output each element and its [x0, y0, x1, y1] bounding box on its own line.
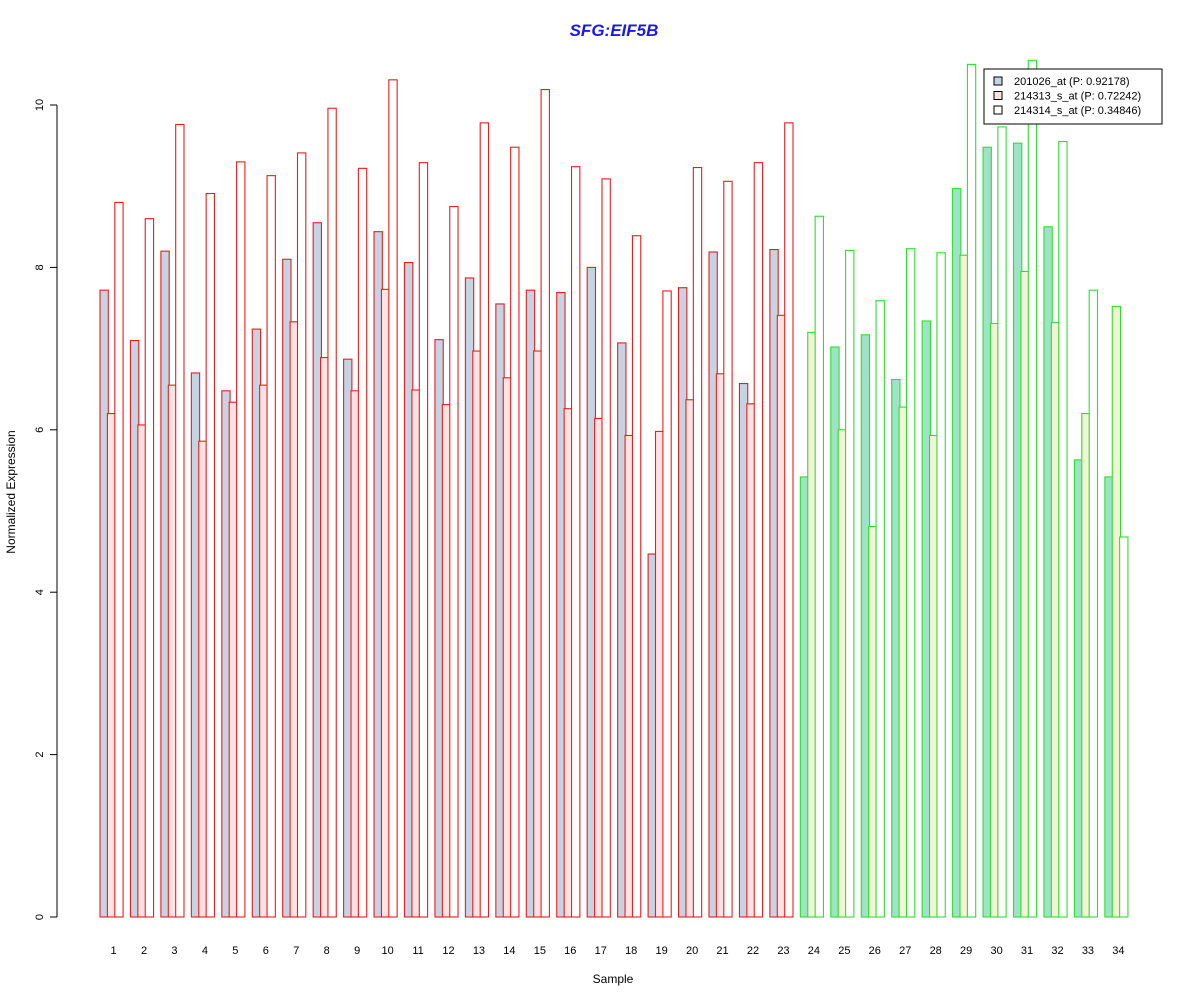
x-tick-label-12: 12 [442, 945, 454, 957]
x-tick-label-5: 5 [232, 945, 238, 957]
bar-sample-3-series-3 [175, 123, 185, 918]
chart-title: SFG:EIF5B [570, 21, 659, 40]
bar-sample-22-series-3 [753, 162, 764, 918]
bar-sample-12-series-3 [449, 205, 459, 918]
legend-swatch-1 [993, 76, 1003, 86]
x-tick-labels: 1 2 3 4 5 6 7 8 9 10 11 12 13 14 15 16 17 18 19 20 21 22 23 24 2… [110, 945, 1124, 957]
y-tick-label: 6 [34, 427, 46, 433]
bar-sample-6-series-3 [266, 175, 276, 918]
bar-sample-1-series-3 [114, 201, 124, 918]
x-tick-label-6: 6 [263, 945, 269, 957]
x-tick-label-8: 8 [324, 945, 330, 957]
y-tick-label: 4 [34, 589, 46, 595]
bar-sample-25-series-3 [845, 249, 855, 918]
x-tick-label-15: 15 [534, 945, 546, 957]
y-axis-label: Normalized Expression [4, 430, 18, 553]
legend-entry-2: 214313_s_at (P: 0.72242) [1014, 91, 1141, 103]
bar-sample-28-series-3 [936, 252, 946, 918]
x-tick-label-26: 26 [869, 945, 881, 957]
y-axis: 0 2 4 6 8 10 [34, 99, 58, 920]
bar-sample-21-series-3 [723, 180, 733, 918]
x-tick-label-14: 14 [503, 945, 515, 957]
bar-sample-20-series-3 [692, 166, 703, 918]
x-tick-label-29: 29 [960, 945, 972, 957]
bar-sample-16-series-3 [570, 166, 581, 918]
bar-sample-7-series-3 [296, 152, 307, 918]
x-tick-label-18: 18 [625, 945, 637, 957]
x-tick-label-20: 20 [686, 945, 698, 957]
bar-sample-26-series-3 [875, 300, 885, 918]
x-tick-label-19: 19 [656, 945, 668, 957]
x-tick-label-16: 16 [564, 945, 576, 957]
y-tick-label: 2 [34, 752, 46, 758]
x-axis-label: Sample [593, 972, 634, 986]
x-tick-label-32: 32 [1051, 945, 1063, 957]
x-tick-label-1: 1 [110, 945, 116, 957]
x-tick-label-11: 11 [412, 945, 423, 957]
bar-sample-31-series-3 [1027, 59, 1038, 918]
bar-sample-17-series-3 [601, 178, 611, 918]
bar-sample-10-series-3 [388, 79, 398, 918]
bar-sample-13-series-3 [479, 122, 490, 918]
bar-sample-2-series-3 [144, 218, 155, 918]
x-tick-label-28: 28 [930, 945, 942, 957]
bar-sample-5-series-3 [236, 161, 246, 918]
legend: 201026_at (P: 0.92178) 214313_s_at (P: 0.… [983, 68, 1163, 125]
x-tick-label-2: 2 [141, 945, 147, 957]
x-tick-label-10: 10 [381, 945, 393, 957]
x-tick-label-4: 4 [202, 945, 208, 957]
legend-entry-3: 214314_s_at (P: 0.34846) [1014, 105, 1141, 117]
bar-sample-11-series-3 [418, 162, 429, 918]
legend-swatch-2 [993, 91, 1003, 100]
x-tick-label-25: 25 [838, 945, 850, 957]
legend-box [983, 68, 1163, 125]
x-tick-label-3: 3 [171, 945, 177, 957]
x-tick-label-30: 30 [990, 945, 1002, 957]
x-tick-label-21: 21 [716, 945, 728, 957]
x-tick-label-17: 17 [595, 945, 607, 957]
bar-sample-9-series-3 [357, 167, 368, 918]
bar-sample-15-series-3 [540, 89, 550, 918]
bar-sample-27-series-3 [905, 248, 916, 918]
x-tick-label-33: 33 [1082, 945, 1094, 957]
legend-swatch-3 [993, 105, 1003, 115]
y-tick-label: 0 [34, 914, 46, 920]
bar-sample-32-series-3 [1058, 140, 1068, 918]
x-tick-label-31: 31 [1021, 945, 1033, 957]
bar-sample-24-series-3 [814, 215, 825, 918]
bars-layer [99, 59, 1129, 918]
bar-sample-19-series-3 [662, 290, 672, 918]
bar-sample-30-series-3 [997, 126, 1007, 918]
y-tick-label: 8 [34, 264, 46, 270]
x-tick-label-34: 34 [1112, 945, 1124, 957]
bar-sample-14-series-3 [510, 146, 520, 918]
x-tick-label-13: 13 [473, 945, 485, 957]
bar-sample-33-series-3 [1088, 289, 1099, 918]
x-tick-label-22: 22 [747, 945, 759, 957]
bar-sample-4-series-3 [205, 192, 215, 918]
x-tick-label-9: 9 [354, 945, 360, 957]
y-tick-label: 10 [34, 99, 46, 111]
bar-sample-34-series-3 [1119, 536, 1129, 918]
x-tick-label-24: 24 [808, 945, 820, 957]
bar-sample-23-series-3 [784, 122, 794, 918]
x-tick-label-7: 7 [293, 945, 299, 957]
x-tick-label-27: 27 [899, 945, 911, 957]
bar-sample-18-series-3 [631, 235, 642, 918]
bar-sample-29-series-3 [966, 63, 977, 918]
bar-sample-8-series-3 [327, 107, 337, 918]
legend-entry-1: 201026_at (P: 0.92178) [1014, 76, 1130, 88]
x-tick-label-23: 23 [777, 945, 789, 957]
